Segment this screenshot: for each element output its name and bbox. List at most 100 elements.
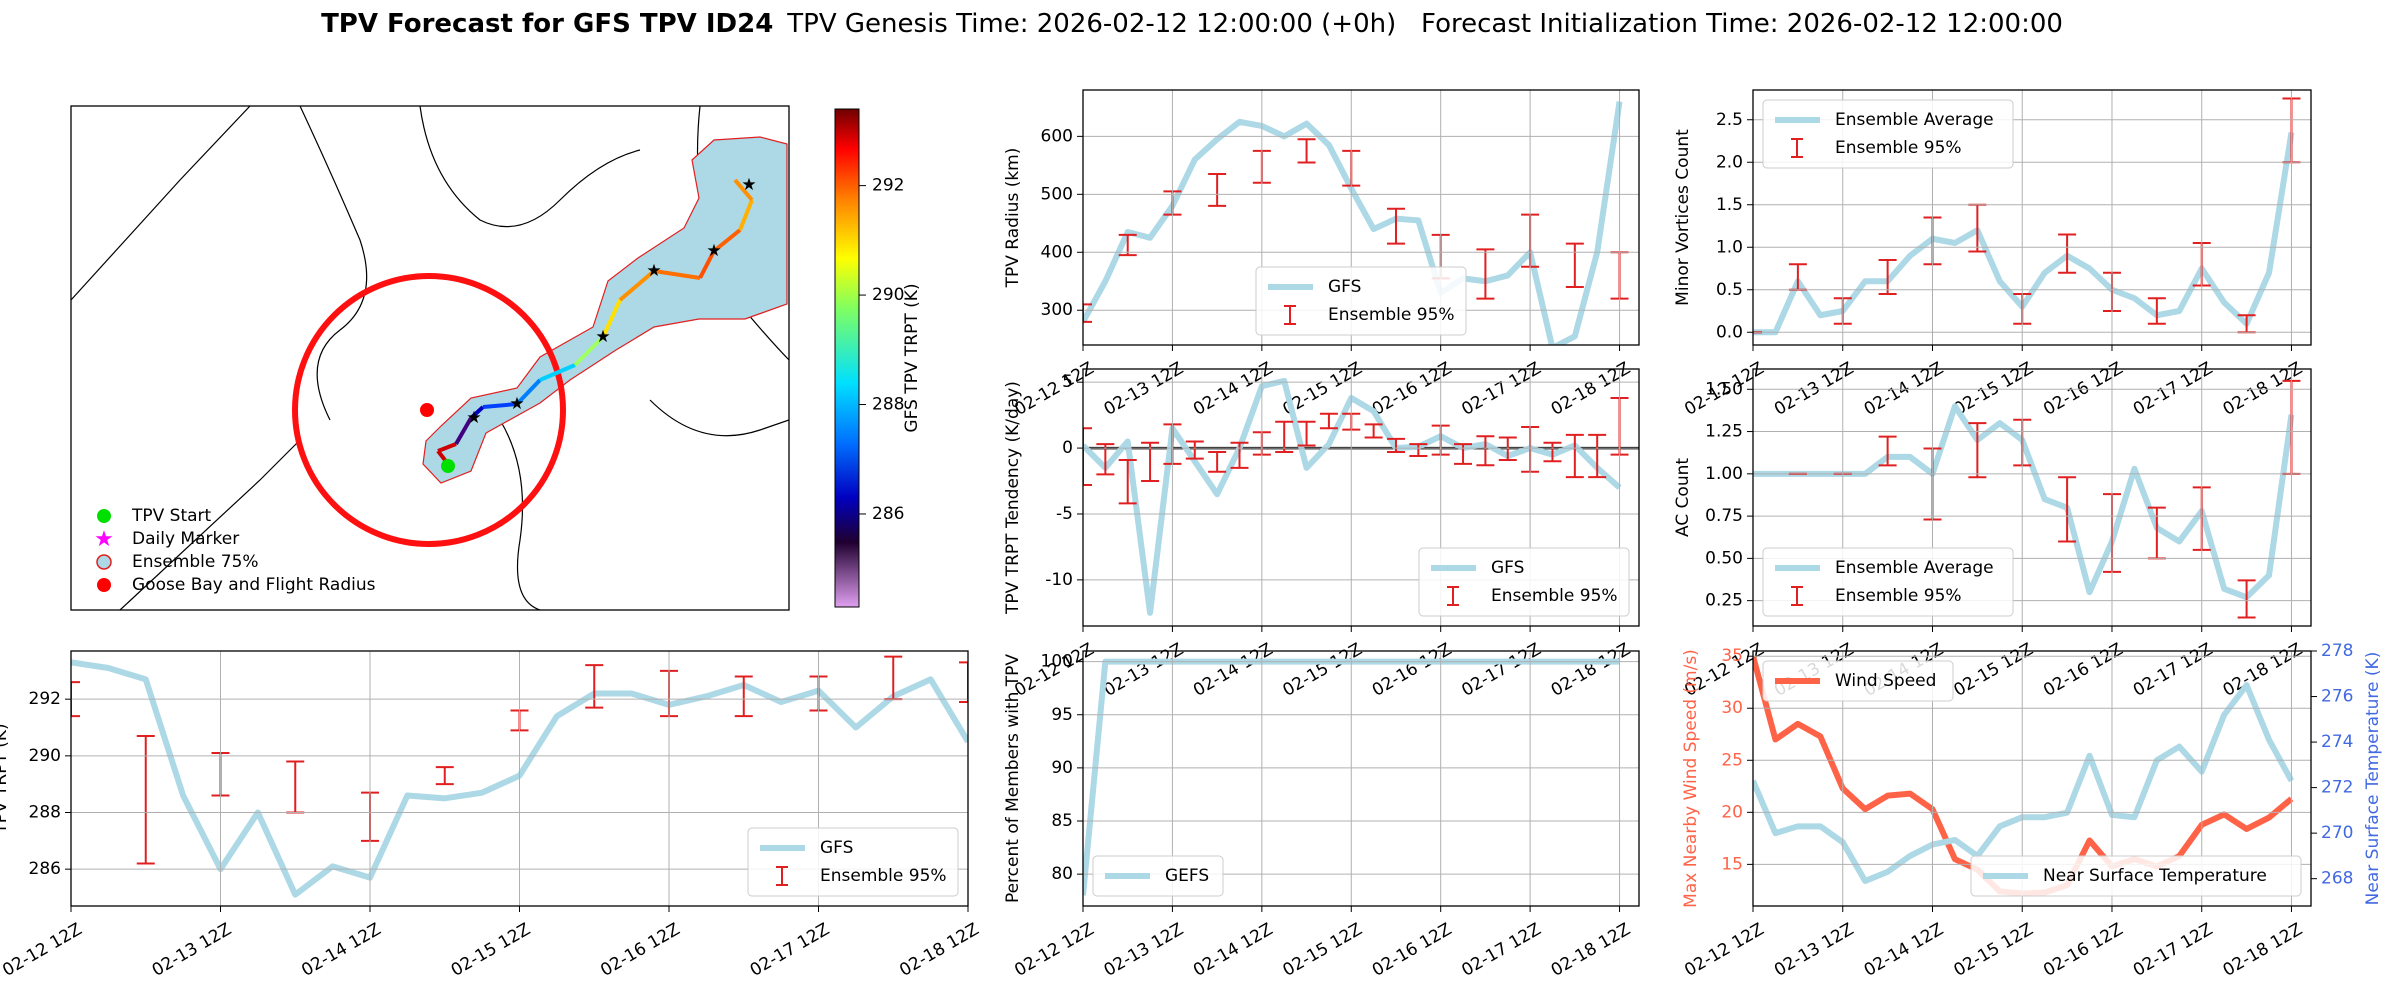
flight-radius bbox=[292, 273, 566, 547]
error-bar bbox=[734, 675, 753, 718]
colorbar-label: GFS TPV TRPT (K) bbox=[902, 283, 922, 432]
svg-text:★: ★ bbox=[466, 408, 481, 428]
y-tick-label: 292 bbox=[29, 689, 61, 709]
y-tick-label: 15 bbox=[1721, 854, 1743, 874]
legend-marker bbox=[97, 578, 111, 592]
map-background bbox=[71, 106, 789, 610]
map: ★ ★ ★ ★ ★ ★ bbox=[70, 105, 860, 611]
y-axis-label: TPV TRPT (K) bbox=[0, 723, 11, 834]
legend-label: GFS bbox=[1491, 558, 1524, 578]
legend-label: Ensemble 75% bbox=[132, 552, 259, 572]
y-axis-label: Percent of Members with TPV bbox=[1003, 654, 1023, 903]
legend-box bbox=[1092, 855, 1224, 897]
error-bar bbox=[2147, 297, 2166, 325]
y-tick-label: 5 bbox=[1062, 372, 1073, 392]
x-tick-label: 02-17 12Z bbox=[1458, 358, 1544, 419]
legend-label: Ensemble Average bbox=[1835, 558, 1994, 578]
colorbar-tick-label: 286 bbox=[872, 504, 904, 524]
y-tick-label: -5 bbox=[1056, 504, 1073, 524]
y-tick-label: 0.0 bbox=[1716, 322, 1743, 342]
x-tick-label: 02-18 12Z bbox=[1548, 358, 1634, 419]
legend-label: Ensemble 95% bbox=[1835, 586, 1962, 606]
title: TPV Forecast for GFS TPV ID24 bbox=[321, 9, 773, 39]
error-bar bbox=[1083, 427, 1092, 486]
error-bar bbox=[1096, 443, 1115, 476]
y-tick-label: 30 bbox=[1721, 698, 1743, 718]
y-tick-label: 25 bbox=[1721, 750, 1743, 770]
y-tick-label: 286 bbox=[29, 859, 61, 879]
legend-box bbox=[1970, 855, 2302, 897]
error-bar bbox=[1275, 420, 1294, 454]
y-tick-label: 80 bbox=[1051, 864, 1073, 884]
x-tick-label: 02-15 12Z bbox=[1950, 639, 2036, 700]
y-tick-label: 1.25 bbox=[1705, 422, 1743, 442]
svg-text:★: ★ bbox=[595, 327, 610, 347]
error-bar bbox=[1141, 441, 1160, 483]
y-tick-label: 1.5 bbox=[1716, 195, 1743, 215]
error-bar bbox=[1297, 138, 1316, 164]
y2-tick-label: 272 bbox=[2321, 778, 2353, 798]
x-tick-label: 02-18 12Z bbox=[1548, 639, 1634, 700]
error-bar bbox=[1878, 259, 1897, 295]
y-axis-label: Max Nearby Wind Speed (m/s) bbox=[1681, 649, 1701, 908]
legend-marker: ★ bbox=[94, 527, 114, 552]
error-bar bbox=[1565, 242, 1584, 289]
y2-tick-label: 274 bbox=[2321, 732, 2353, 752]
legend-label: GFS bbox=[1328, 277, 1361, 297]
x-tick-label: 02-13 12Z bbox=[149, 919, 235, 980]
y-axis-label: TPV TRPT Tendency (K/day) bbox=[1003, 381, 1023, 615]
legend-label: Ensemble 95% bbox=[1835, 138, 1962, 158]
goose-bay bbox=[420, 403, 434, 417]
axes-frame bbox=[1082, 650, 1640, 907]
y-axis-label: TPV Radius (km) bbox=[1003, 148, 1023, 289]
y-tick-label: 95 bbox=[1051, 705, 1073, 725]
error-bar bbox=[1364, 423, 1383, 439]
error-bar bbox=[1208, 451, 1227, 473]
error-bar bbox=[1083, 303, 1092, 323]
legend-marker bbox=[97, 509, 111, 523]
svg-text:★: ★ bbox=[646, 261, 661, 281]
error-bar bbox=[435, 766, 454, 786]
legend-label: Near Surface Temperature bbox=[2043, 866, 2267, 886]
error-bar bbox=[2237, 579, 2256, 619]
x-tick-label: 02-15 12Z bbox=[1950, 919, 2036, 980]
svg-text:★: ★ bbox=[741, 175, 756, 195]
y-tick-label: 288 bbox=[29, 803, 61, 823]
coastlines bbox=[71, 106, 789, 610]
error-bar bbox=[1498, 436, 1517, 461]
legend-label: Ensemble 95% bbox=[1491, 586, 1618, 606]
colorbar bbox=[834, 108, 860, 608]
y-tick-label: 600 bbox=[1041, 126, 1073, 146]
x-tick-label: 02-14 12Z bbox=[1190, 919, 1276, 980]
subtitle: TPV Genesis Time: 2026-02-12 12:00:00 (+… bbox=[786, 9, 2063, 39]
x-tick-label: 02-12 12Z bbox=[1681, 919, 1767, 980]
y-tick-label: 90 bbox=[1051, 758, 1073, 778]
y-tick-label: 1.00 bbox=[1705, 464, 1743, 484]
x-tick-label: 02-18 12Z bbox=[2220, 919, 2306, 980]
x-tick-label: 02-15 12Z bbox=[448, 919, 534, 980]
error-bar bbox=[136, 735, 155, 865]
error-bar bbox=[1409, 443, 1428, 457]
colorbar-tick-label: 288 bbox=[872, 395, 904, 415]
x-tick-label: 02-18 12Z bbox=[2220, 639, 2306, 700]
y-tick-label: 20 bbox=[1721, 802, 1743, 822]
x-tick-label: 02-16 12Z bbox=[597, 919, 683, 980]
x-tick-label: 02-16 12Z bbox=[2040, 639, 2126, 700]
x-tick-label: 02-17 12Z bbox=[2130, 639, 2216, 700]
x-tick-label: 02-14 12Z bbox=[298, 919, 384, 980]
error-bar bbox=[1454, 443, 1473, 465]
y-axis-label: Minor Vortices Count bbox=[1673, 129, 1693, 306]
y-tick-label: 100 bbox=[1041, 652, 1073, 672]
y-axis-label: AC Count bbox=[1673, 458, 1693, 537]
y-tick-label: 290 bbox=[29, 746, 61, 766]
x-tick-label: 02-18 12Z bbox=[1548, 919, 1634, 980]
error-bar bbox=[1588, 433, 1607, 479]
axes-frame bbox=[1082, 368, 1640, 627]
legend-label: Ensemble 95% bbox=[820, 866, 947, 886]
y-tick-label: 300 bbox=[1041, 300, 1073, 320]
ensemble-area: ★ ★ ★ ★ ★ ★ bbox=[292, 136, 788, 547]
x-tick-label: 02-13 12Z bbox=[1101, 919, 1187, 980]
x-tick-label: 02-17 12Z bbox=[747, 919, 833, 980]
axes-frame bbox=[1082, 89, 1640, 346]
